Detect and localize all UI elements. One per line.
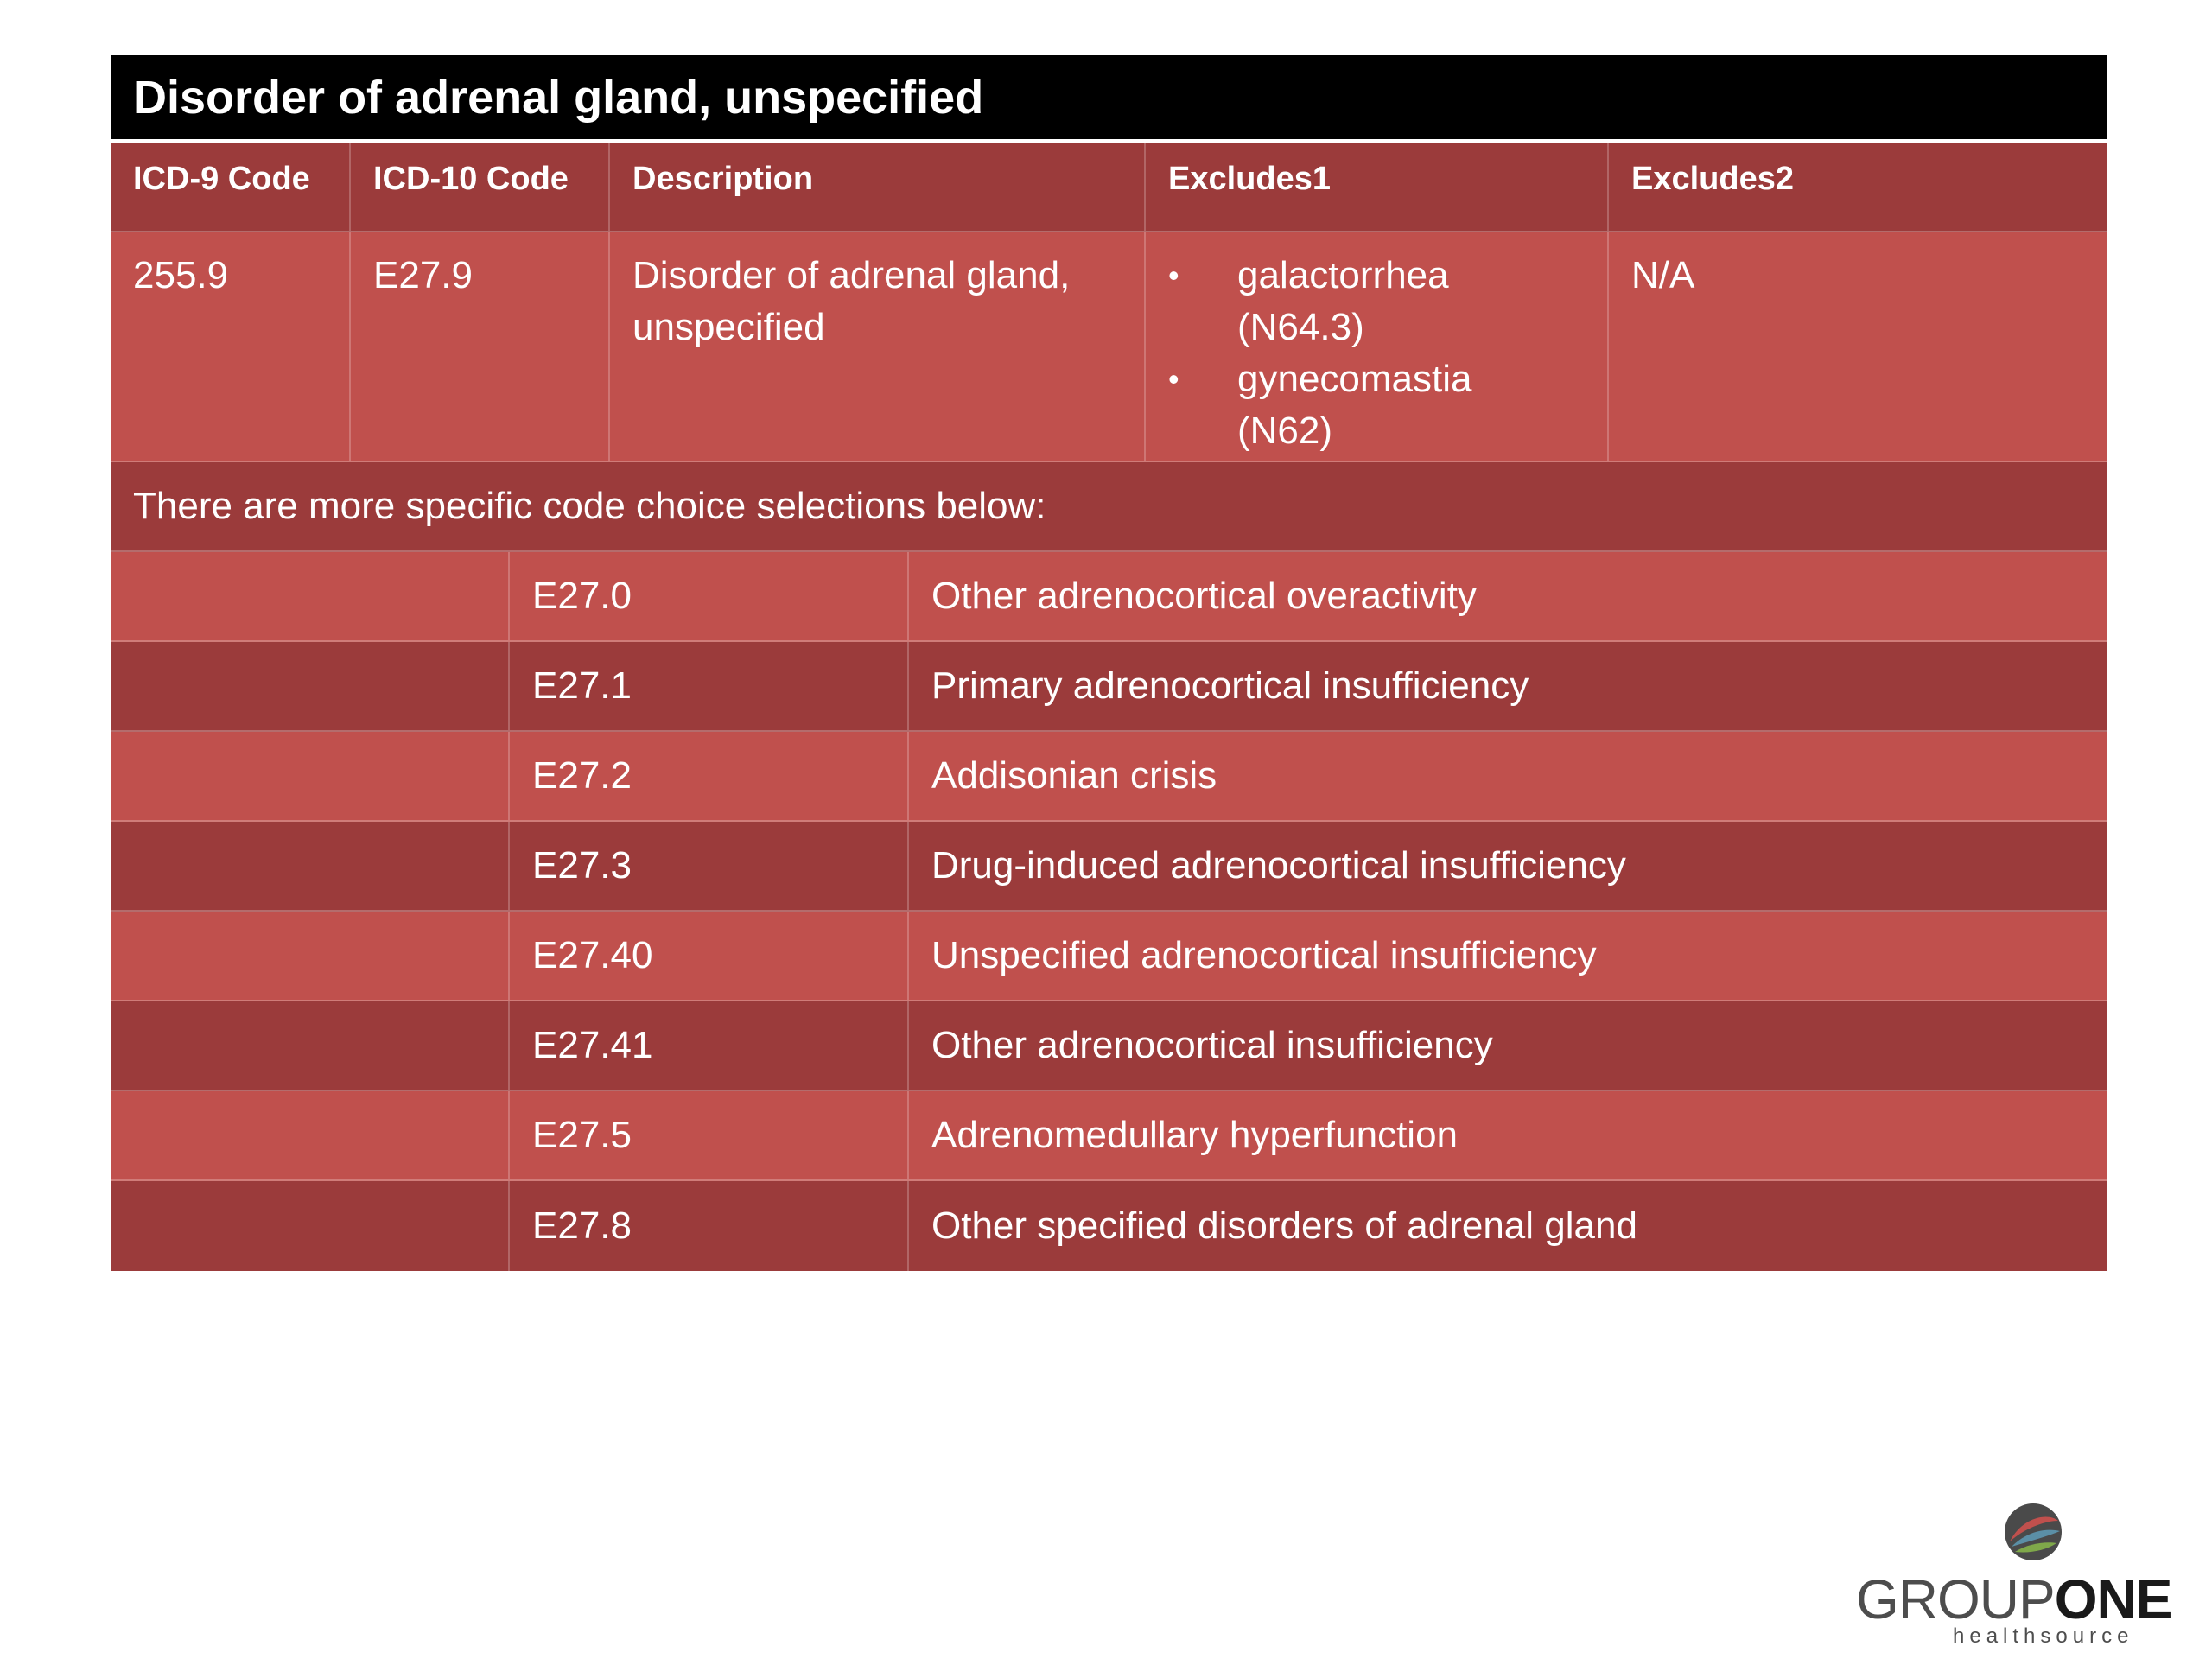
table-title: Disorder of adrenal gland, unspecified <box>111 55 2107 143</box>
logo-wordmark: GROUPONE <box>1856 1567 2202 1631</box>
logo-word-group: GROUP <box>1856 1568 2056 1630</box>
sub-code: E27.0 <box>510 552 909 640</box>
excludes1-item-name: gynecomastia <box>1237 358 1472 400</box>
excludes1-item-code: (N64.3) <box>1237 306 1364 348</box>
sub-code-spacer <box>111 912 510 1000</box>
sub-code-row: E27.8 Other specified disorders of adren… <box>111 1181 2107 1271</box>
table-header-row: ICD-9 Code ICD-10 Code Description Exclu… <box>111 143 2107 232</box>
sub-code-description: Adrenomedullary hyperfunction <box>931 1114 1459 1156</box>
sub-code-description: Other adrenocortical insufficiency <box>931 1024 1493 1066</box>
sub-code: E27.2 <box>510 732 909 820</box>
note-row: There are more specific code choice sele… <box>111 462 2107 552</box>
sub-code-spacer <box>111 1091 510 1179</box>
sub-code-description: Other specified disorders of adrenal gla… <box>931 1205 1637 1247</box>
sub-code-row: E27.3 Drug-induced adrenocortical insuff… <box>111 822 2107 912</box>
main-icd9: 255.9 <box>111 232 351 461</box>
sub-code: E27.3 <box>510 822 909 910</box>
sub-code-spacer <box>111 642 510 730</box>
header-excludes1: Excludes1 <box>1146 143 1609 231</box>
note-text: There are more specific code choice sele… <box>133 485 1046 527</box>
sub-code-description: Addisonian crisis <box>931 754 1217 797</box>
sub-code-description: Drug-induced adrenocortical insufficienc… <box>931 844 1626 887</box>
sub-code-row: E27.0 Other adrenocortical overactivity <box>111 552 2107 642</box>
main-icd10: E27.9 <box>351 232 610 461</box>
main-description: Disorder of adrenal gland, unspecified <box>610 232 1146 461</box>
excludes1-list: • galactorrhea (N64.3) • gynecomastia (N… <box>1168 250 1607 457</box>
main-excludes1: • galactorrhea (N64.3) • gynecomastia (N… <box>1146 232 1609 461</box>
sub-code-spacer <box>111 1001 510 1090</box>
sub-code-spacer <box>111 552 510 640</box>
code-table: Disorder of adrenal gland, unspecified I… <box>111 55 2107 1271</box>
sub-code-spacer <box>111 732 510 820</box>
bullet-icon: • <box>1168 257 1179 293</box>
main-excludes2: N/A <box>1631 254 1695 296</box>
sub-code-description: Unspecified adrenocortical insufficiency <box>931 934 1597 976</box>
header-description: Description <box>610 143 1146 231</box>
sub-code: E27.8 <box>510 1181 909 1271</box>
sub-code-spacer <box>111 1181 510 1271</box>
sub-code-description: Other adrenocortical overactivity <box>931 575 1477 617</box>
sub-code-row: E27.1 Primary adrenocortical insufficien… <box>111 642 2107 732</box>
sub-code: E27.5 <box>510 1091 909 1179</box>
logo-word-one: ONE <box>2054 1568 2173 1630</box>
sub-code-row: E27.5 Adrenomedullary hyperfunction <box>111 1091 2107 1181</box>
excludes1-item: • gynecomastia (N62) <box>1168 353 1607 457</box>
sub-code: E27.40 <box>510 912 909 1000</box>
header-icd9: ICD-9 Code <box>111 143 351 231</box>
sub-code-row: E27.2 Addisonian crisis <box>111 732 2107 822</box>
main-code-row: 255.9 E27.9 Disorder of adrenal gland, u… <box>111 232 2107 462</box>
sub-code-description: Primary adrenocortical insufficiency <box>931 664 1529 707</box>
sub-code: E27.41 <box>510 1001 909 1090</box>
header-excludes2: Excludes2 <box>1631 161 1794 197</box>
bullet-icon: • <box>1168 361 1179 397</box>
sub-code-row: E27.41 Other adrenocortical insufficienc… <box>111 1001 2107 1091</box>
excludes1-item-name: galactorrhea <box>1237 254 1449 296</box>
groupone-logo: GROUPONE healthsource <box>1856 1495 2202 1650</box>
excludes1-item-code: (N62) <box>1237 410 1333 452</box>
logo-tagline: healthsource <box>1953 1624 2134 1648</box>
leaf-emblem-icon <box>2005 1503 2062 1560</box>
sub-code: E27.1 <box>510 642 909 730</box>
sub-code-spacer <box>111 822 510 910</box>
excludes1-item: • galactorrhea (N64.3) <box>1168 250 1607 353</box>
sub-code-row: E27.40 Unspecified adrenocortical insuff… <box>111 912 2107 1001</box>
header-icd10: ICD-10 Code <box>351 143 610 231</box>
